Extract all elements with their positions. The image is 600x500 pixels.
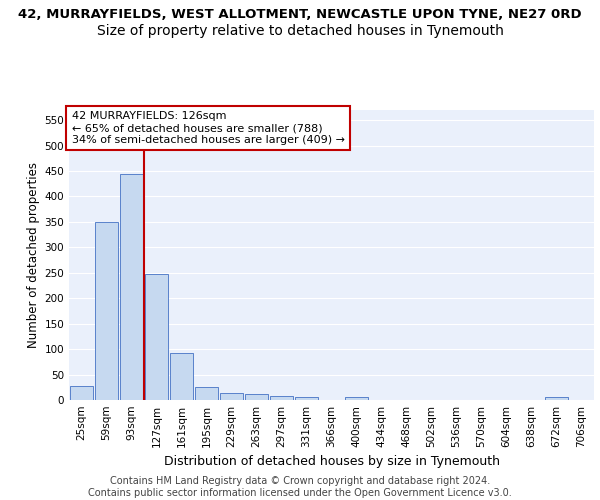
Bar [269, 396, 293, 400]
Bar [145, 274, 169, 400]
Bar [220, 393, 244, 400]
Bar [344, 398, 368, 400]
Text: Contains HM Land Registry data © Crown copyright and database right 2024.
Contai: Contains HM Land Registry data © Crown c… [88, 476, 512, 498]
Bar [245, 394, 268, 400]
Bar [95, 222, 118, 400]
Text: 42, MURRAYFIELDS, WEST ALLOTMENT, NEWCASTLE UPON TYNE, NE27 0RD: 42, MURRAYFIELDS, WEST ALLOTMENT, NEWCAS… [18, 8, 582, 20]
Bar [295, 397, 319, 400]
Bar [70, 386, 94, 400]
Y-axis label: Number of detached properties: Number of detached properties [27, 162, 40, 348]
Text: Size of property relative to detached houses in Tynemouth: Size of property relative to detached ho… [97, 24, 503, 38]
Bar [545, 398, 568, 400]
Bar [119, 174, 143, 400]
Text: 42 MURRAYFIELDS: 126sqm
← 65% of detached houses are smaller (788)
34% of semi-d: 42 MURRAYFIELDS: 126sqm ← 65% of detache… [71, 112, 344, 144]
Bar [170, 352, 193, 400]
Bar [194, 388, 218, 400]
X-axis label: Distribution of detached houses by size in Tynemouth: Distribution of detached houses by size … [163, 456, 499, 468]
